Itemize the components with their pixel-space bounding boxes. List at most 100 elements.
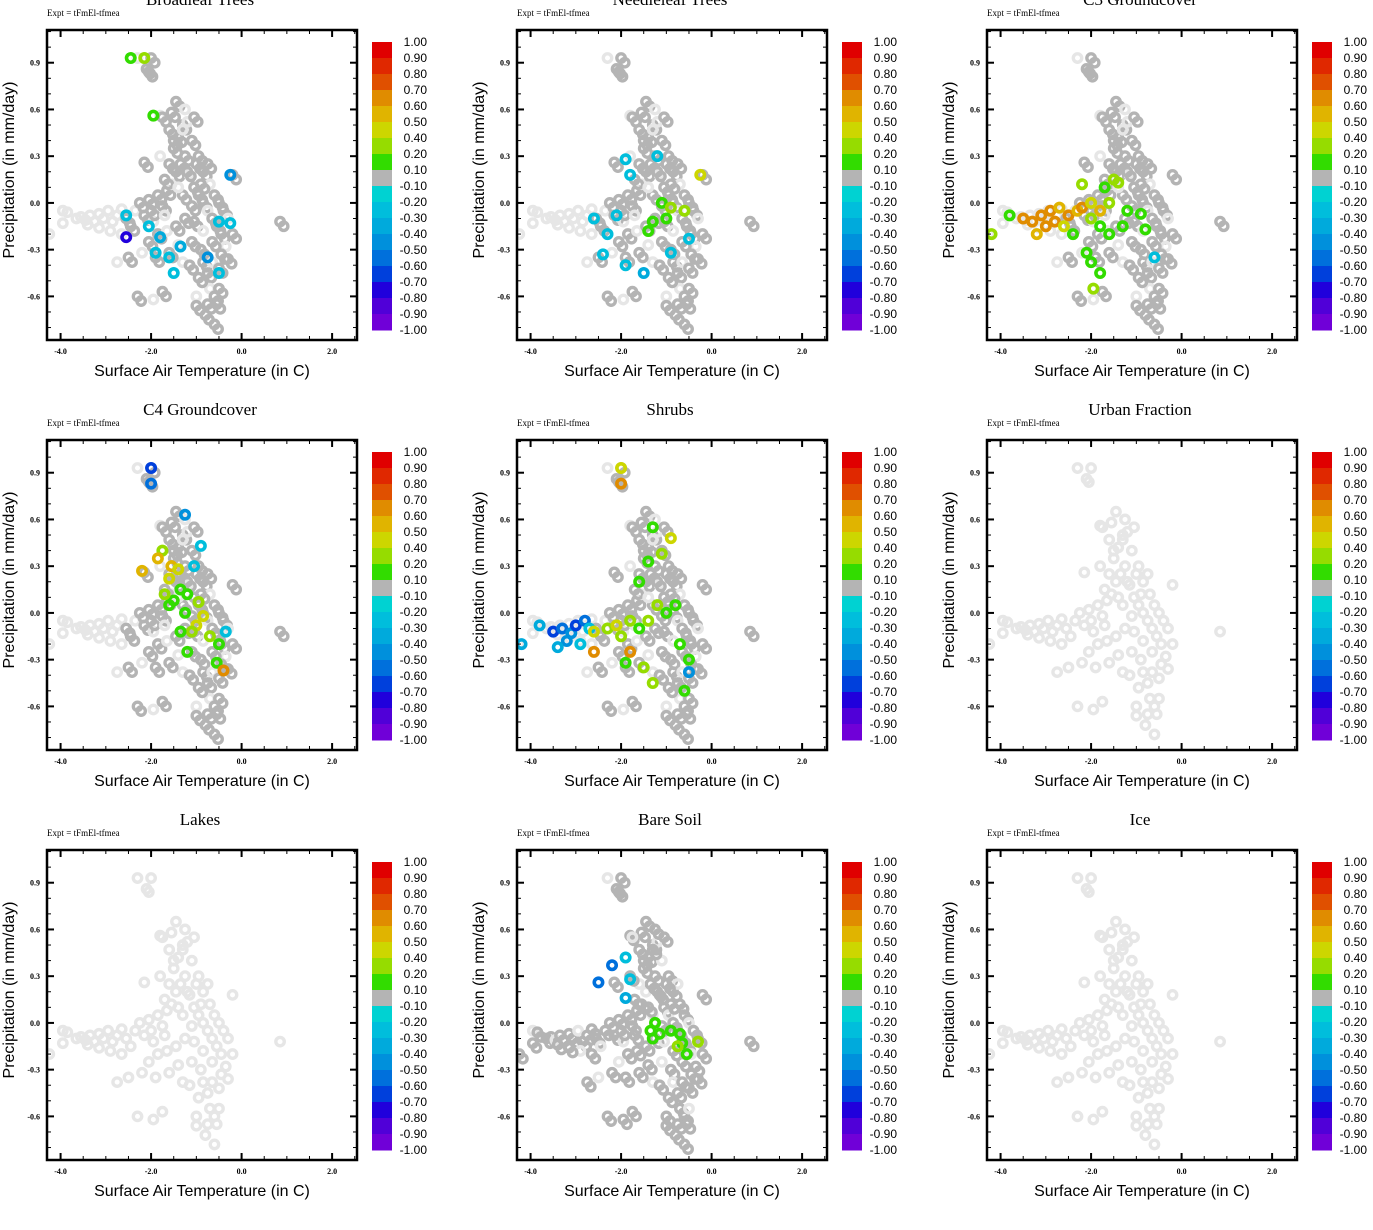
colorbar-segment	[1312, 90, 1332, 107]
scatter-plot: -4.0 -2.0 0.0 2.0 0.9 0.6 0.3 0.0 -0.3 -0.6 Surfac…	[941, 848, 1368, 1200]
background-point	[1146, 1055, 1159, 1068]
colorbar-segment	[1312, 644, 1332, 661]
highlighted-point	[1094, 204, 1107, 217]
y-tick-label: -0.3	[27, 246, 40, 255]
colorbar-label: -0.40	[870, 637, 898, 651]
colorbar: 1.00 0.90 0.80 0.70 0.60 0.50 0.40 0.20 0.10 -0.1…	[842, 35, 897, 337]
background-point	[222, 1073, 234, 1085]
scatter-plot: -4.0 -2.0 0.0 2.0 0.9 0.6 0.3 0.0 -0.3 -0.6 Surfac…	[471, 438, 898, 790]
colorbar: 1.00 0.90 0.80 0.70 0.60 0.50 0.40 0.20 0.10 -0.1…	[842, 855, 897, 1157]
colorbar-segment	[1312, 942, 1332, 959]
background-point	[625, 1013, 638, 1026]
background-point	[1064, 630, 1077, 643]
highlighted-point	[587, 625, 600, 638]
highlighted-point	[224, 168, 237, 181]
x-tick-label: 2.0	[327, 757, 337, 766]
background-point	[987, 638, 996, 650]
colorbar-label: 0.60	[404, 919, 428, 933]
colorbar-label: 0.20	[1344, 967, 1368, 981]
colorbar-segment	[372, 452, 392, 469]
colorbar-segment	[372, 484, 392, 501]
y-tick-label: -0.3	[967, 246, 980, 255]
background-point	[628, 209, 641, 222]
highlighted-point	[660, 606, 673, 619]
colorbar-segment	[842, 1022, 862, 1039]
x-tick-label: -2.0	[615, 1167, 628, 1176]
background-point	[625, 232, 638, 245]
colorbar-label: -0.70	[1340, 275, 1368, 289]
background-point	[584, 1080, 597, 1093]
background-point	[149, 1071, 162, 1084]
y-axis-label: Precipitation (in mm/day)	[941, 82, 958, 259]
colorbar-label: -0.80	[870, 701, 898, 715]
background-point	[1155, 1048, 1168, 1060]
x-tick-label: -4.0	[524, 1167, 537, 1176]
background-point	[93, 221, 105, 234]
highlighted-point	[1076, 201, 1089, 214]
colorbar-segment	[372, 894, 392, 911]
points-layer	[47, 872, 286, 1151]
colorbar-label: -0.20	[400, 195, 428, 209]
background-point	[131, 872, 144, 884]
background-point	[1055, 1048, 1068, 1060]
colorbar-label: 0.90	[404, 871, 428, 885]
colorbar-label: 0.60	[874, 509, 898, 523]
colorbar-segment	[372, 74, 392, 91]
highlighted-point	[678, 204, 691, 217]
colorbar-label: -0.70	[870, 1095, 898, 1109]
background-point	[1088, 56, 1101, 69]
background-point	[1148, 1138, 1161, 1151]
background-point	[226, 1048, 239, 1060]
colorbar-label: 0.70	[1344, 903, 1368, 917]
background-point	[198, 182, 211, 195]
background-point	[1044, 635, 1057, 647]
colorbar-label: -0.30	[400, 621, 428, 635]
background-point	[135, 705, 148, 717]
background-point	[601, 52, 614, 64]
highlighted-point	[1085, 196, 1098, 209]
background-point	[609, 1071, 622, 1084]
highlighted-point	[1148, 251, 1161, 264]
background-point	[185, 954, 198, 967]
background-point	[1131, 116, 1144, 128]
background-point	[1129, 240, 1142, 253]
colorbar-label: 0.80	[404, 67, 428, 81]
background-point	[605, 705, 618, 717]
background-point	[154, 970, 167, 983]
highlighted-point	[210, 656, 223, 669]
colorbar-segment	[842, 74, 862, 91]
background-point	[641, 959, 654, 972]
background-point	[675, 302, 688, 315]
background-point	[581, 256, 594, 269]
background-point	[172, 1059, 185, 1071]
background-point	[153, 256, 166, 269]
background-point	[1166, 638, 1179, 650]
colorbar-label: 0.80	[874, 67, 898, 81]
background-point	[222, 1032, 234, 1045]
colorbar-segment	[1312, 500, 1332, 517]
colorbar-label: -1.00	[1340, 323, 1368, 337]
background-point	[205, 681, 218, 694]
background-point	[1130, 709, 1143, 722]
colorbar-segment	[1312, 218, 1332, 235]
background-point	[148, 56, 161, 69]
highlighted-point	[1134, 207, 1147, 220]
colorbar-label: -0.10	[870, 179, 898, 193]
colorbar-label: -0.70	[400, 685, 428, 699]
background-point	[158, 1029, 171, 1042]
background-point	[104, 225, 117, 237]
background-point	[1082, 886, 1095, 898]
x-tick-label: 0.0	[237, 347, 247, 356]
background-point	[642, 239, 655, 251]
background-point	[1166, 988, 1179, 1001]
highlighted-point	[1057, 220, 1070, 233]
colorbar: 1.00 0.90 0.80 0.70 0.60 0.50 0.40 0.20 0.10 -0.1…	[1312, 445, 1367, 747]
background-point	[1103, 1066, 1116, 1079]
background-point	[102, 204, 114, 217]
background-point	[128, 635, 141, 647]
background-point	[1156, 287, 1169, 300]
background-point	[1051, 1076, 1064, 1089]
y-tick-label: 0.9	[500, 59, 510, 68]
colorbar-segment	[372, 1038, 392, 1055]
background-point	[664, 162, 676, 175]
